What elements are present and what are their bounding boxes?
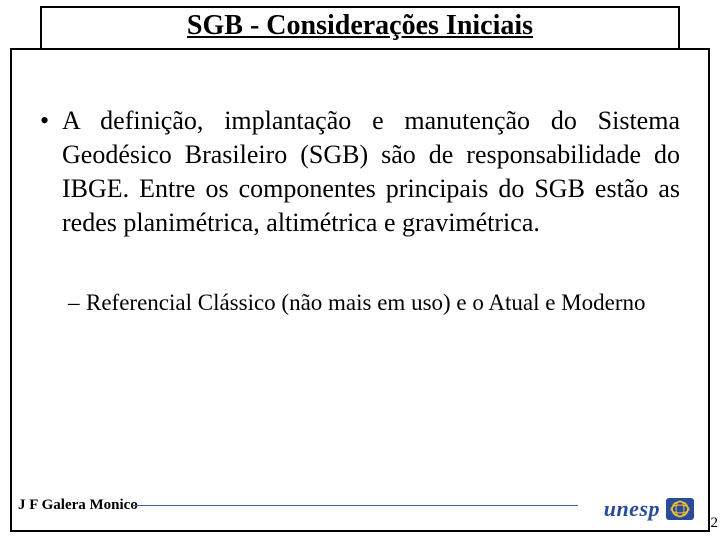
logo: unesp [604, 496, 694, 522]
footer: J F Galera Monico unesp [12, 488, 708, 522]
slide: SGB - Considerações Iniciais • A definiç… [0, 0, 720, 540]
title-box: SGB - Considerações Iniciais [40, 6, 680, 50]
logo-badge-icon [666, 498, 694, 520]
logo-text: unesp [604, 496, 660, 522]
sub-bullet-text: Referencial Clássico (não mais em uso) e… [86, 288, 680, 318]
sub-bullet-marker: – [68, 288, 86, 318]
bullet-item: • A definição, implantação e manutenção … [40, 104, 680, 240]
sub-bullet-item: – Referencial Clássico (não mais em uso)… [68, 288, 680, 318]
bullet-text: A definição, implantação e manutenção do… [62, 104, 680, 240]
bullet-marker: • [40, 104, 62, 138]
slide-number: 2 [711, 515, 719, 532]
author-label: J F Galera Monico [18, 497, 138, 514]
footer-rule [132, 505, 578, 506]
body-box: • A definição, implantação e manutenção … [10, 48, 710, 532]
slide-title: SGB - Considerações Iniciais [187, 10, 533, 41]
